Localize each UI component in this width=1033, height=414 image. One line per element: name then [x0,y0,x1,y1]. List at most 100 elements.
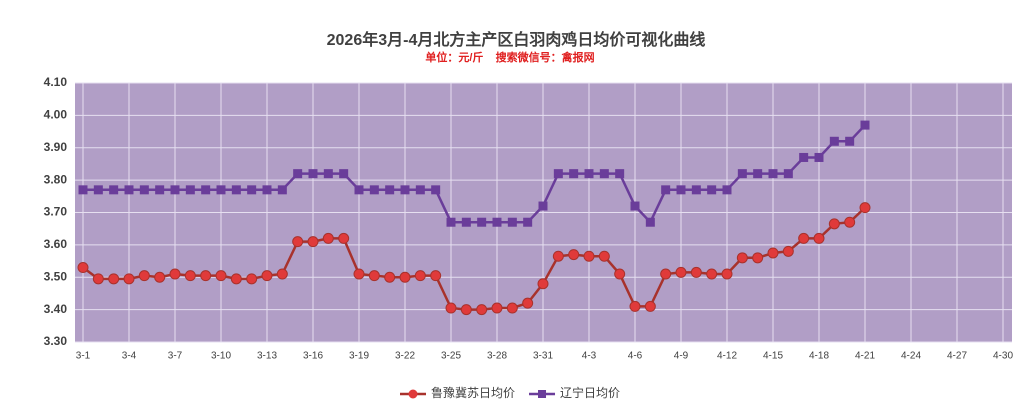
marker [431,185,441,195]
marker [169,268,181,280]
marker [445,302,457,314]
marker [860,120,870,130]
x-tick-label: 4-18 [809,351,829,362]
x-tick-label: 3-28 [487,351,507,362]
marker [216,185,226,195]
y-tick-label: 3.80 [44,172,68,186]
marker [706,268,718,280]
legend-marker [408,389,418,399]
x-tick-label: 4-27 [947,351,967,362]
marker [368,270,380,282]
marker [552,250,564,262]
marker [523,217,533,227]
chart-subtitle: 单位：元/斤 搜索微信号：禽报网 [425,50,594,64]
marker [92,273,104,285]
marker [369,185,379,195]
marker [845,136,855,146]
marker [707,185,717,195]
marker [138,270,150,282]
x-tick-label: 4-6 [628,351,643,362]
marker [522,297,534,309]
marker [414,270,426,282]
marker [415,185,425,195]
marker [154,271,166,283]
marker [476,304,488,316]
x-tick-label: 3-10 [211,351,231,362]
marker [323,169,333,179]
y-tick-label: 3.90 [44,140,68,154]
marker [768,169,778,179]
marker [859,202,871,214]
marker [629,300,641,312]
marker [491,302,503,314]
marker [829,136,839,146]
marker [722,185,732,195]
x-tick-label: 4-12 [717,351,737,362]
marker [553,169,563,179]
marker [614,268,626,280]
marker [661,185,671,195]
marker [814,152,824,162]
marker [277,185,287,195]
marker [185,185,195,195]
legend-marker [538,390,547,398]
marker [753,169,763,179]
marker [170,185,180,195]
marker [215,270,227,282]
marker [230,273,242,285]
x-tick-label: 3-22 [395,351,415,362]
marker [799,152,809,162]
y-tick-label: 4.00 [44,108,68,122]
marker [615,169,625,179]
x-tick-label: 4-15 [763,351,783,362]
x-tick-label: 4-24 [901,351,921,362]
marker [782,245,794,257]
marker [584,169,594,179]
marker [184,270,196,282]
marker [477,217,487,227]
x-tick-label: 3-19 [349,351,369,362]
marker [246,273,258,285]
x-tick-label: 4-3 [582,351,597,362]
marker [399,271,411,283]
x-tick-label: 3-31 [533,351,553,362]
marker [736,252,748,264]
marker [813,232,825,244]
marker [231,185,241,195]
marker [644,300,656,312]
marker [78,185,88,195]
marker [201,185,211,195]
x-tick-label: 3-25 [441,351,461,362]
marker [767,247,779,259]
marker [598,250,610,262]
marker [690,266,702,278]
marker [460,304,472,316]
marker [108,273,120,285]
marker [400,185,410,195]
marker [446,217,456,227]
marker [338,232,350,244]
marker [292,236,304,248]
marker [676,185,686,195]
marker [93,185,103,195]
y-tick-label: 3.60 [44,237,68,251]
marker [461,217,471,227]
marker [492,217,502,227]
marker [77,262,89,274]
legend-label: 辽宁日均价 [560,385,620,400]
marker [353,268,365,280]
y-tick-label: 3.40 [44,302,68,316]
marker [506,302,518,314]
marker [675,266,687,278]
marker [568,249,580,261]
marker [262,185,272,195]
marker [599,169,609,179]
marker [583,250,595,262]
x-tick-label: 3-13 [257,351,277,362]
x-tick-label: 4-21 [855,351,875,362]
x-tick-label: 3-1 [76,351,91,362]
marker [293,169,303,179]
y-tick-label: 3.30 [44,334,68,348]
marker [247,185,257,195]
